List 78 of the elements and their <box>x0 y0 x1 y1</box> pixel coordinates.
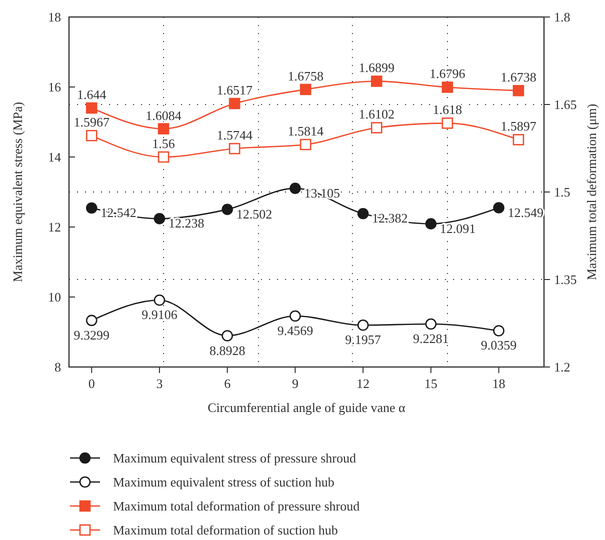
point <box>290 182 301 194</box>
legend-label: Maximum total deformation of pressure shroud <box>113 498 360 514</box>
data-label: 12.502 <box>236 206 272 222</box>
point <box>425 318 437 330</box>
data-label: 1.6102 <box>358 106 394 122</box>
point <box>512 84 524 96</box>
y-axis-title: Maximum equivalent stress (MPa) <box>10 102 25 282</box>
y2-axis-title: Maximum total deformation (μm) <box>584 104 599 280</box>
point <box>300 84 312 96</box>
y-tick-label: 10 <box>48 290 61 304</box>
point <box>86 102 98 114</box>
point <box>86 130 98 142</box>
y-tick-label: 12 <box>48 220 61 234</box>
point <box>370 76 382 87</box>
y-tick-label: 14 <box>48 150 62 164</box>
y2-tick-label: 1.8 <box>554 10 570 24</box>
legend-label: Maximum total deformation of suction hub <box>113 522 338 538</box>
data-label: 1.5814 <box>288 124 324 139</box>
data-label: 9.2281 <box>413 331 449 346</box>
y2-tick-label: 1.35 <box>554 272 577 287</box>
point <box>158 151 170 163</box>
x-tick-label: 6 <box>224 376 232 391</box>
data-label: 9.1957 <box>345 332 382 348</box>
point <box>154 294 166 306</box>
data-label: 1.6517 <box>216 82 253 98</box>
point <box>357 320 369 331</box>
data-label: 1.618 <box>432 102 462 118</box>
data-label: 8.8928 <box>209 342 246 358</box>
data-label: 1.6899 <box>358 60 394 76</box>
point <box>86 202 98 214</box>
y-tick-label: 8 <box>54 360 61 374</box>
data-label: 9.4569 <box>277 323 314 338</box>
x-tick-label: 18 <box>492 376 506 391</box>
data-label: 1.6796 <box>430 66 466 82</box>
point <box>512 134 524 146</box>
point <box>222 330 233 342</box>
point <box>228 98 240 110</box>
point <box>442 118 454 129</box>
y2-tick-label: 1.2 <box>554 360 570 374</box>
point <box>370 122 382 134</box>
y-tick-label: 16 <box>48 80 62 94</box>
point <box>158 123 170 134</box>
data-label: 1.56 <box>152 136 176 151</box>
data-label: 1.5744 <box>216 128 253 143</box>
data-label: 12.091 <box>440 220 476 236</box>
x-tick-label: 9 <box>292 376 298 391</box>
data-label: 1.644 <box>76 87 107 102</box>
data-label: 1.6084 <box>146 108 182 123</box>
legend-label: Maximum equivalent stress of pressure shroud <box>113 450 356 466</box>
x-tick-label: 12 <box>356 376 370 391</box>
point <box>222 204 233 216</box>
point <box>154 213 166 224</box>
y-tick-label: 18 <box>48 10 61 24</box>
point <box>357 208 369 220</box>
point <box>493 202 504 214</box>
data-label: 9.0359 <box>480 338 517 353</box>
x-axis-title: Circumferential angle of guide vane α <box>208 400 406 415</box>
y2-tick-label: 1.5 <box>554 184 570 200</box>
point <box>442 82 454 93</box>
legend-label: Maximum equivalent stress of suction hub <box>113 474 334 490</box>
x-tick-label: 0 <box>88 376 95 391</box>
data-label: 1.5967 <box>74 114 110 130</box>
point <box>290 310 301 322</box>
point <box>425 218 437 230</box>
data-label: 1.6758 <box>288 68 324 84</box>
data-label: 1.5897 <box>500 118 537 134</box>
data-label: 12.549 <box>508 204 544 220</box>
y2-tick-label: 1.65 <box>554 97 577 112</box>
data-label: 9.9106 <box>142 307 178 322</box>
point <box>493 325 504 336</box>
point <box>228 142 240 154</box>
x-tick-label: 15 <box>424 376 438 391</box>
point <box>300 138 312 150</box>
x-tick-label: 3 <box>156 376 163 391</box>
point <box>86 314 98 326</box>
data-label: 9.3299 <box>74 327 110 342</box>
data-label: 12.238 <box>168 216 204 231</box>
data-label: 1.6738 <box>500 70 536 85</box>
